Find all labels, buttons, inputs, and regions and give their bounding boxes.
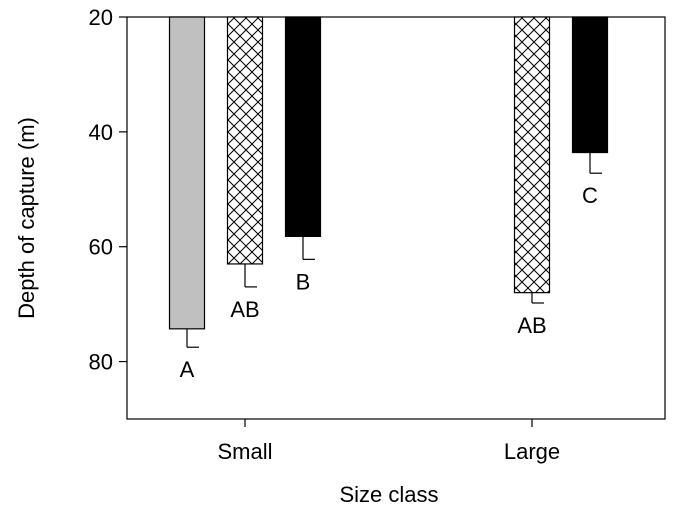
sig-label-small-black: B [296, 269, 311, 294]
axis-layer: 20 40 60 80 Small Large [89, 5, 561, 464]
bars-layer: A AB AB B C [168, 16, 609, 382]
bar-small-crosshatch [226, 16, 264, 265]
bar-large-black [571, 16, 609, 154]
x-tick-label-large: Large [504, 439, 560, 464]
bar-large-crosshatch [513, 16, 551, 294]
sig-label-large-black: C [582, 183, 598, 208]
x-tick-label-small: Small [217, 439, 272, 464]
y-tick-label-80: 80 [89, 350, 113, 375]
y-tick-label-40: 40 [89, 120, 113, 145]
y-tick-label-20: 20 [89, 5, 113, 30]
y-axis-title: Depth of capture (m) [14, 117, 39, 319]
bar-small-gray [168, 16, 206, 330]
sig-label-small-crosshatch: AB [230, 297, 259, 322]
bar-small-black [284, 16, 322, 237]
sig-label-small-gray: A [180, 357, 195, 382]
y-tick-label-60: 60 [89, 235, 113, 260]
plot-area-frame [126, 16, 666, 420]
sig-label-large-crosshatch: AB [517, 313, 546, 338]
x-axis-title: Size class [339, 482, 438, 507]
